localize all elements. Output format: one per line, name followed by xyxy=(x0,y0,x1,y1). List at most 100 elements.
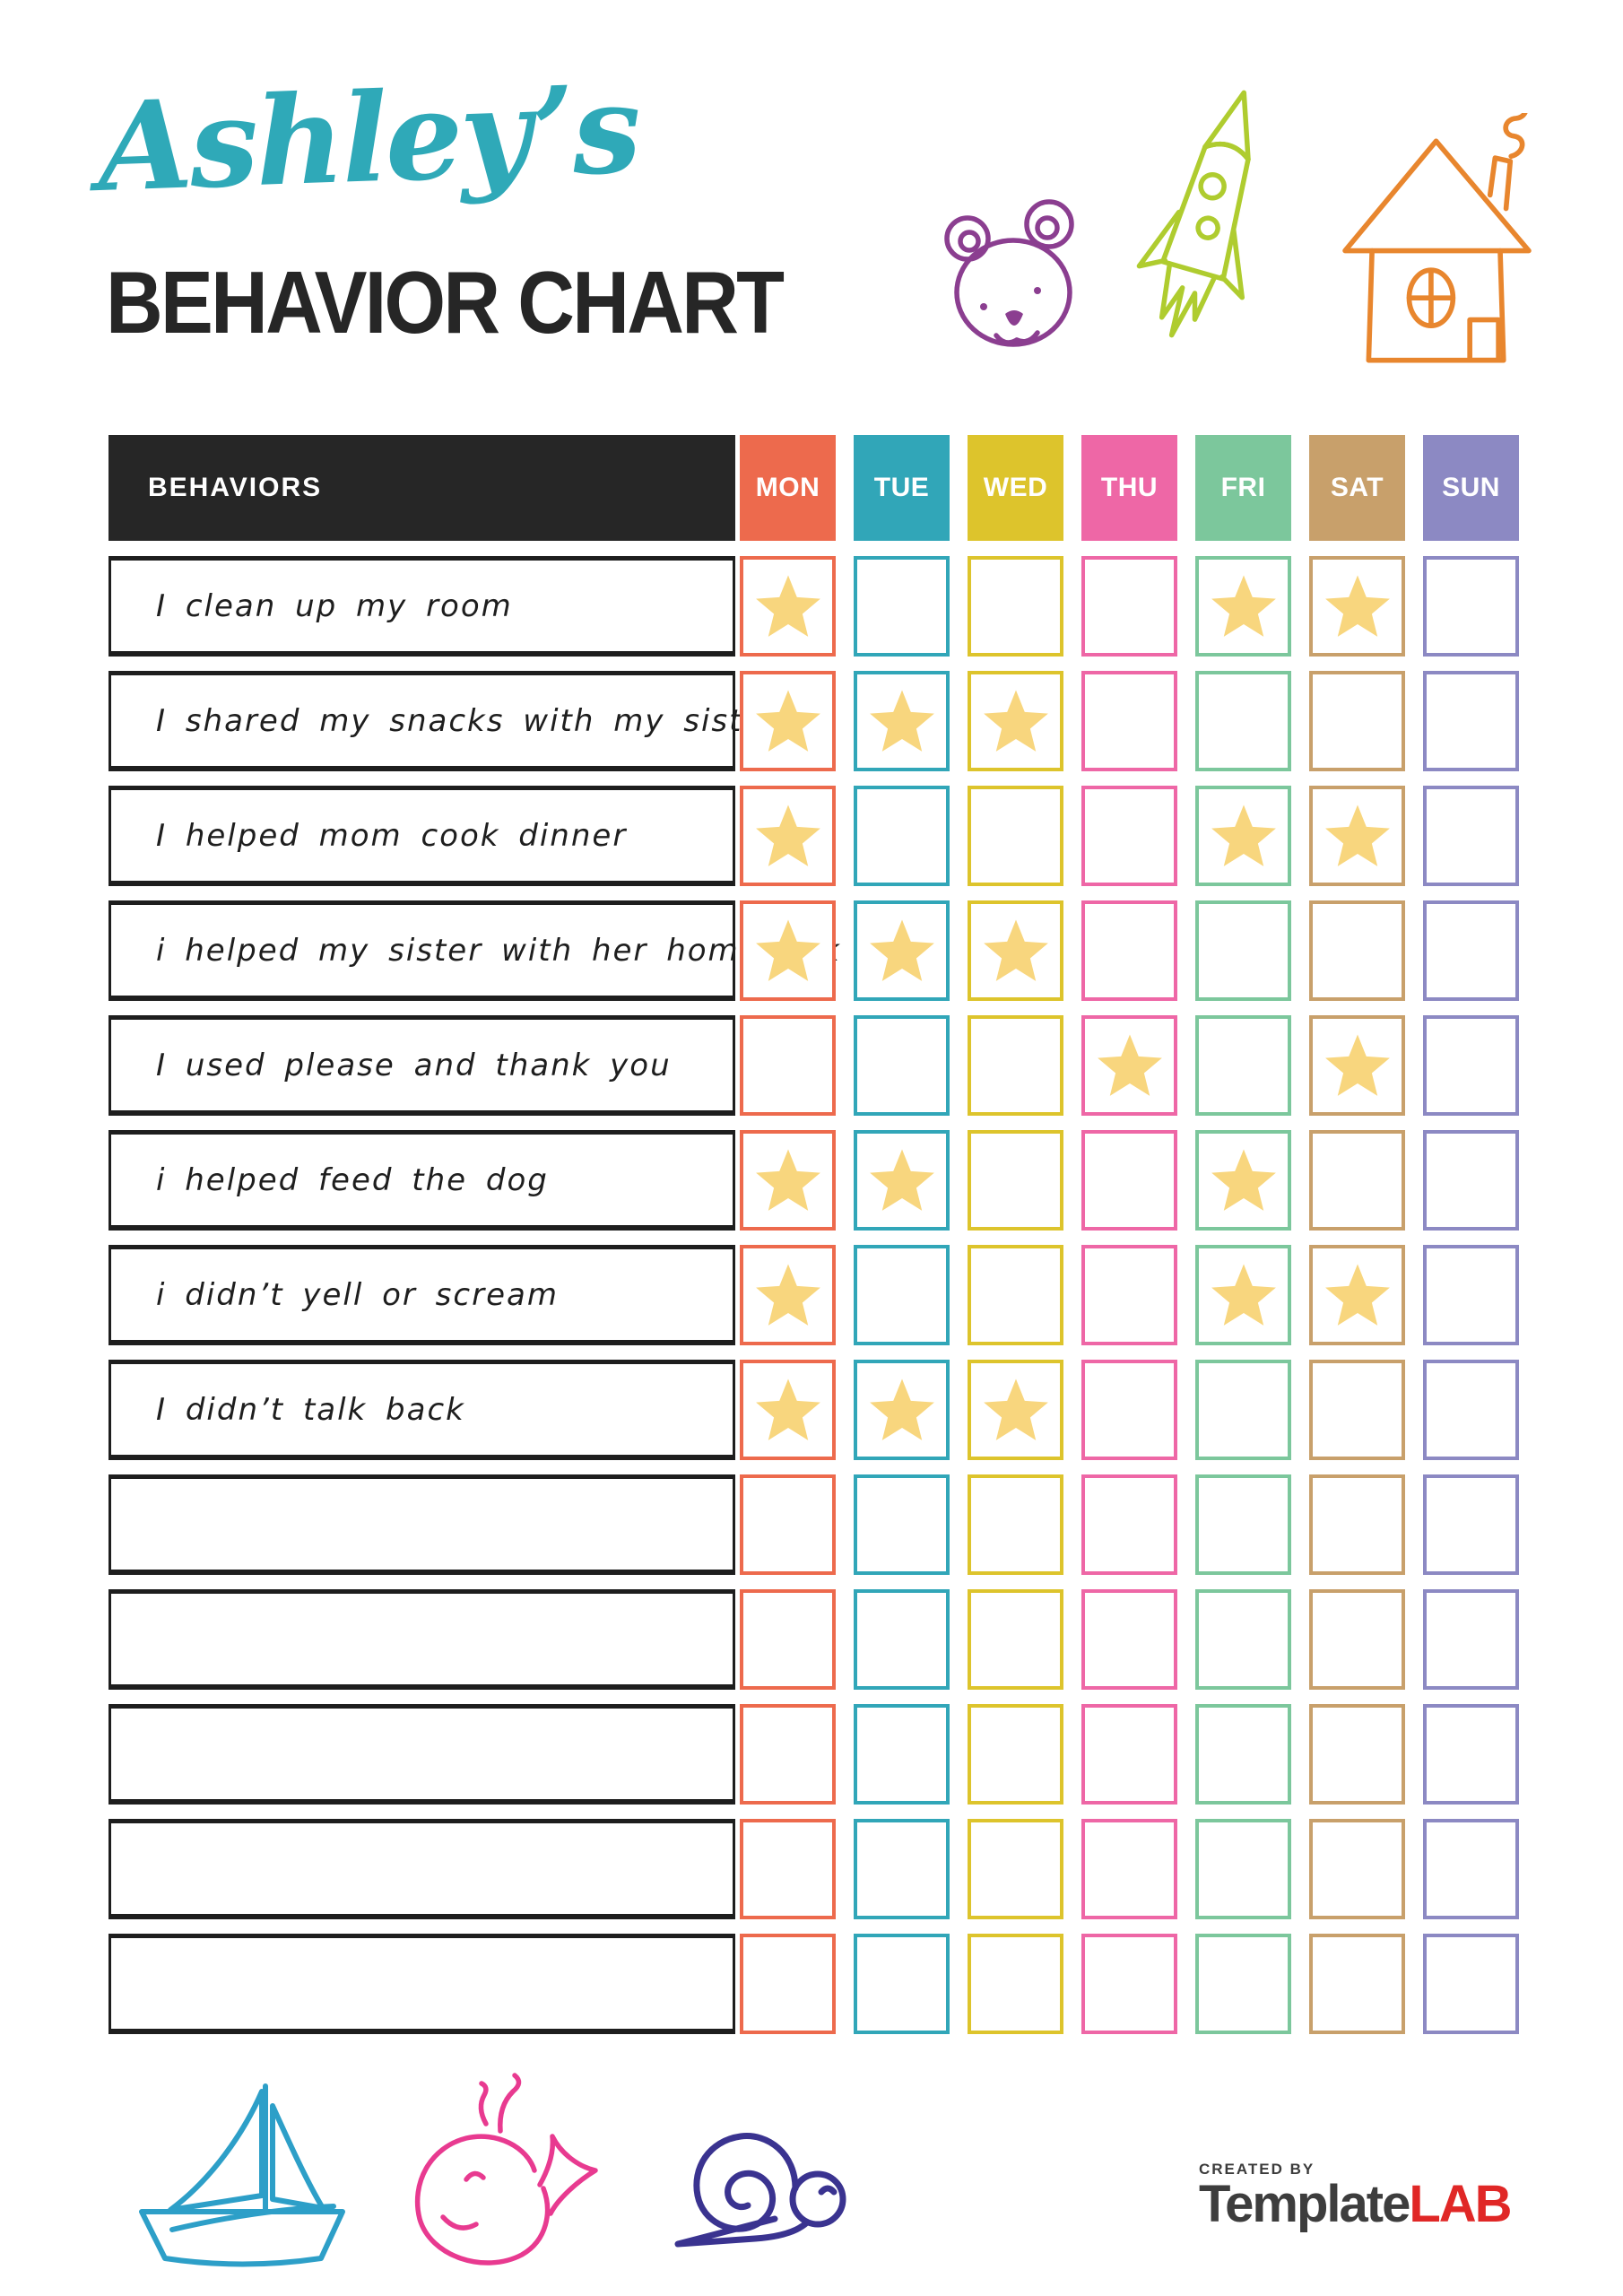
cell-mon[interactable] xyxy=(740,1934,836,2034)
cell-mon[interactable] xyxy=(740,1819,836,1919)
cell-sat[interactable] xyxy=(1309,786,1405,886)
cell-sat[interactable] xyxy=(1309,671,1405,771)
cell-mon[interactable] xyxy=(740,1360,836,1460)
cell-fri[interactable] xyxy=(1195,556,1291,657)
cell-mon[interactable] xyxy=(740,556,836,657)
cell-sat[interactable] xyxy=(1309,1245,1405,1345)
cell-sat[interactable] xyxy=(1309,1474,1405,1575)
behavior-cell[interactable]: I didn’t talk back xyxy=(108,1360,735,1460)
cell-thu[interactable] xyxy=(1081,1130,1177,1231)
behavior-cell[interactable] xyxy=(108,1589,735,1690)
cell-thu[interactable] xyxy=(1081,1015,1177,1116)
cell-fri[interactable] xyxy=(1195,900,1291,1001)
behavior-cell[interactable]: i didn’t yell or scream xyxy=(108,1245,735,1345)
cell-tue[interactable] xyxy=(854,786,950,886)
cell-mon[interactable] xyxy=(740,1474,836,1575)
behavior-cell[interactable]: i helped my sister with her homework xyxy=(108,900,839,1001)
cell-fri[interactable] xyxy=(1195,1934,1291,2034)
cell-mon[interactable] xyxy=(740,900,836,1001)
cell-tue[interactable] xyxy=(854,1360,950,1460)
cell-thu[interactable] xyxy=(1081,1819,1177,1919)
cell-fri[interactable] xyxy=(1195,1130,1291,1231)
cell-wed[interactable] xyxy=(968,1589,1063,1690)
cell-sun[interactable] xyxy=(1423,786,1519,886)
cell-wed[interactable] xyxy=(968,1934,1063,2034)
behavior-cell[interactable]: I helped mom cook dinner xyxy=(108,786,735,886)
behavior-cell[interactable]: I used please and thank you xyxy=(108,1015,735,1116)
cell-sun[interactable] xyxy=(1423,1245,1519,1345)
cell-fri[interactable] xyxy=(1195,1819,1291,1919)
cell-tue[interactable] xyxy=(854,1015,950,1116)
behavior-cell[interactable] xyxy=(108,1819,735,1919)
cell-fri[interactable] xyxy=(1195,786,1291,886)
cell-tue[interactable] xyxy=(854,900,950,1001)
cell-sun[interactable] xyxy=(1423,1819,1519,1919)
cell-fri[interactable] xyxy=(1195,1589,1291,1690)
cell-sun[interactable] xyxy=(1423,1360,1519,1460)
cell-thu[interactable] xyxy=(1081,1934,1177,2034)
cell-tue[interactable] xyxy=(854,1934,950,2034)
cell-sat[interactable] xyxy=(1309,556,1405,657)
cell-tue[interactable] xyxy=(854,1130,950,1231)
cell-wed[interactable] xyxy=(968,556,1063,657)
behavior-cell[interactable] xyxy=(108,1704,735,1805)
cell-wed[interactable] xyxy=(968,1704,1063,1805)
cell-fri[interactable] xyxy=(1195,1474,1291,1575)
cell-sat[interactable] xyxy=(1309,1934,1405,2034)
behavior-cell[interactable] xyxy=(108,1934,735,2034)
cell-tue[interactable] xyxy=(854,1704,950,1805)
cell-tue[interactable] xyxy=(854,1589,950,1690)
cell-sun[interactable] xyxy=(1423,556,1519,657)
cell-mon[interactable] xyxy=(740,1015,836,1116)
cell-mon[interactable] xyxy=(740,671,836,771)
cell-thu[interactable] xyxy=(1081,1704,1177,1805)
behavior-cell[interactable]: I clean up my room xyxy=(108,556,735,657)
behavior-cell[interactable]: I shared my snacks with my sister xyxy=(108,671,776,771)
cell-fri[interactable] xyxy=(1195,1015,1291,1116)
cell-wed[interactable] xyxy=(968,1130,1063,1231)
cell-sat[interactable] xyxy=(1309,1819,1405,1919)
cell-sat[interactable] xyxy=(1309,900,1405,1001)
cell-sun[interactable] xyxy=(1423,1704,1519,1805)
cell-wed[interactable] xyxy=(968,671,1063,771)
cell-fri[interactable] xyxy=(1195,1704,1291,1805)
cell-thu[interactable] xyxy=(1081,786,1177,886)
cell-thu[interactable] xyxy=(1081,1474,1177,1575)
cell-mon[interactable] xyxy=(740,1704,836,1805)
cell-wed[interactable] xyxy=(968,1474,1063,1575)
cell-sat[interactable] xyxy=(1309,1589,1405,1690)
cell-wed[interactable] xyxy=(968,1360,1063,1460)
cell-thu[interactable] xyxy=(1081,671,1177,771)
cell-tue[interactable] xyxy=(854,1819,950,1919)
cell-tue[interactable] xyxy=(854,1474,950,1575)
cell-wed[interactable] xyxy=(968,786,1063,886)
cell-thu[interactable] xyxy=(1081,556,1177,657)
cell-sun[interactable] xyxy=(1423,671,1519,771)
cell-thu[interactable] xyxy=(1081,1360,1177,1460)
cell-tue[interactable] xyxy=(854,556,950,657)
cell-sun[interactable] xyxy=(1423,1589,1519,1690)
cell-mon[interactable] xyxy=(740,1130,836,1231)
cell-mon[interactable] xyxy=(740,786,836,886)
cell-thu[interactable] xyxy=(1081,1589,1177,1690)
cell-sat[interactable] xyxy=(1309,1704,1405,1805)
cell-fri[interactable] xyxy=(1195,671,1291,771)
cell-sun[interactable] xyxy=(1423,1934,1519,2034)
cell-fri[interactable] xyxy=(1195,1245,1291,1345)
cell-sat[interactable] xyxy=(1309,1015,1405,1116)
cell-sat[interactable] xyxy=(1309,1360,1405,1460)
cell-sun[interactable] xyxy=(1423,900,1519,1001)
cell-mon[interactable] xyxy=(740,1589,836,1690)
cell-tue[interactable] xyxy=(854,671,950,771)
cell-wed[interactable] xyxy=(968,1015,1063,1116)
cell-sun[interactable] xyxy=(1423,1474,1519,1575)
cell-wed[interactable] xyxy=(968,900,1063,1001)
cell-wed[interactable] xyxy=(968,1819,1063,1919)
cell-fri[interactable] xyxy=(1195,1360,1291,1460)
behavior-cell[interactable]: i helped feed the dog xyxy=(108,1130,735,1231)
cell-thu[interactable] xyxy=(1081,1245,1177,1345)
cell-sat[interactable] xyxy=(1309,1130,1405,1231)
cell-thu[interactable] xyxy=(1081,900,1177,1001)
cell-mon[interactable] xyxy=(740,1245,836,1345)
cell-wed[interactable] xyxy=(968,1245,1063,1345)
